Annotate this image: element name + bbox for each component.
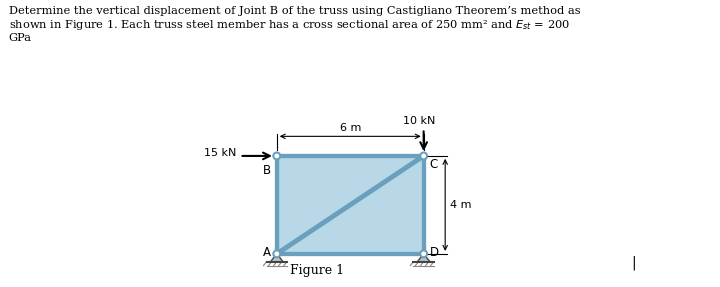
- Circle shape: [420, 251, 427, 257]
- Text: A: A: [263, 246, 271, 259]
- Circle shape: [420, 152, 427, 159]
- Polygon shape: [276, 156, 423, 254]
- Text: 10 kN: 10 kN: [402, 116, 435, 126]
- Circle shape: [274, 251, 280, 257]
- Text: B: B: [263, 164, 271, 177]
- Circle shape: [274, 152, 280, 159]
- Text: Figure 1: Figure 1: [289, 264, 344, 277]
- Text: 6 m: 6 m: [340, 123, 361, 133]
- Text: Determine the vertical displacement of Joint B of the truss using Castigliano Th: Determine the vertical displacement of J…: [9, 6, 580, 43]
- Text: |: |: [631, 255, 636, 270]
- Text: D: D: [430, 246, 438, 259]
- Polygon shape: [418, 254, 430, 262]
- Polygon shape: [271, 254, 283, 262]
- Text: 4 m: 4 m: [450, 200, 472, 210]
- Text: 15 kN: 15 kN: [204, 148, 237, 158]
- Text: C: C: [430, 158, 438, 171]
